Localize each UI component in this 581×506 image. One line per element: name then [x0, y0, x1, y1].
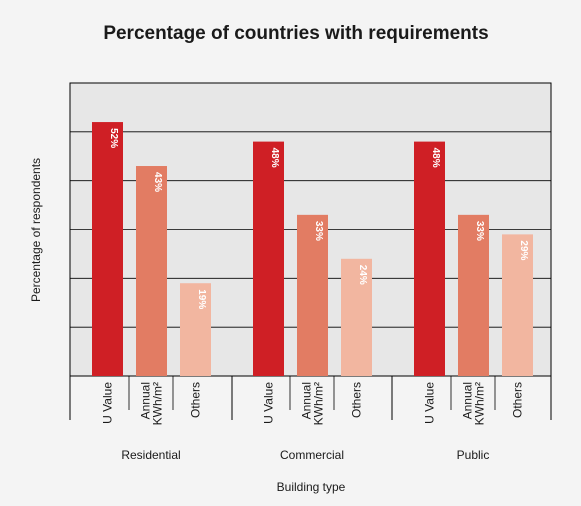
bar-public-1	[414, 141, 445, 376]
x-tick-labels: U Value AnnualKWh/m² Others U Value AnnualKW…	[69, 376, 552, 425]
group-label-residential: Residential	[121, 448, 180, 462]
x-axis-label: Building type	[277, 480, 346, 494]
bar-public-2	[458, 214, 489, 376]
bar-value-label: 48%	[269, 148, 280, 168]
bar-value-label: 24%	[357, 265, 368, 285]
chart-title: Percentage of countries with requirement…	[103, 23, 488, 44]
bar-value-label: 33%	[313, 221, 324, 241]
bar-value-label: 52%	[108, 128, 119, 148]
x-tick-label: AnnualKWh/m²	[139, 382, 165, 425]
bars: 52% 43% 19% 48% 33% 24% 48% 33% 29%	[92, 122, 533, 376]
bar-value-label: 33%	[474, 221, 485, 241]
group-label-public: Public	[457, 448, 490, 462]
x-tick-label: Others	[189, 382, 203, 418]
bar-value-label: 43%	[152, 172, 163, 192]
bar-value-label: 48%	[430, 148, 441, 168]
group-labels: Residential Commercial Public	[121, 448, 489, 462]
bar-value-label: 29%	[518, 240, 529, 260]
bar-residential-1	[92, 122, 123, 376]
group-label-commercial: Commercial	[280, 448, 344, 462]
x-tick-label: U Value	[101, 382, 115, 424]
bar-public-3	[502, 234, 533, 376]
bar-value-label: 19%	[196, 289, 207, 309]
bar-commercial-1	[253, 141, 284, 376]
x-tick-label: Others	[350, 382, 364, 418]
bar-residential-3	[180, 283, 211, 376]
x-tick-label: U Value	[262, 382, 276, 424]
bar-residential-2	[136, 166, 167, 376]
x-tick-label: Others	[511, 382, 525, 418]
x-tick-label: AnnualKWh/m²	[461, 382, 487, 425]
y-axis-label: Percentage of respondents	[29, 158, 43, 302]
bar-commercial-3	[341, 258, 372, 376]
x-tick-label: AnnualKWh/m²	[300, 382, 326, 425]
x-tick-label: U Value	[423, 382, 437, 424]
bar-commercial-2	[297, 214, 328, 376]
